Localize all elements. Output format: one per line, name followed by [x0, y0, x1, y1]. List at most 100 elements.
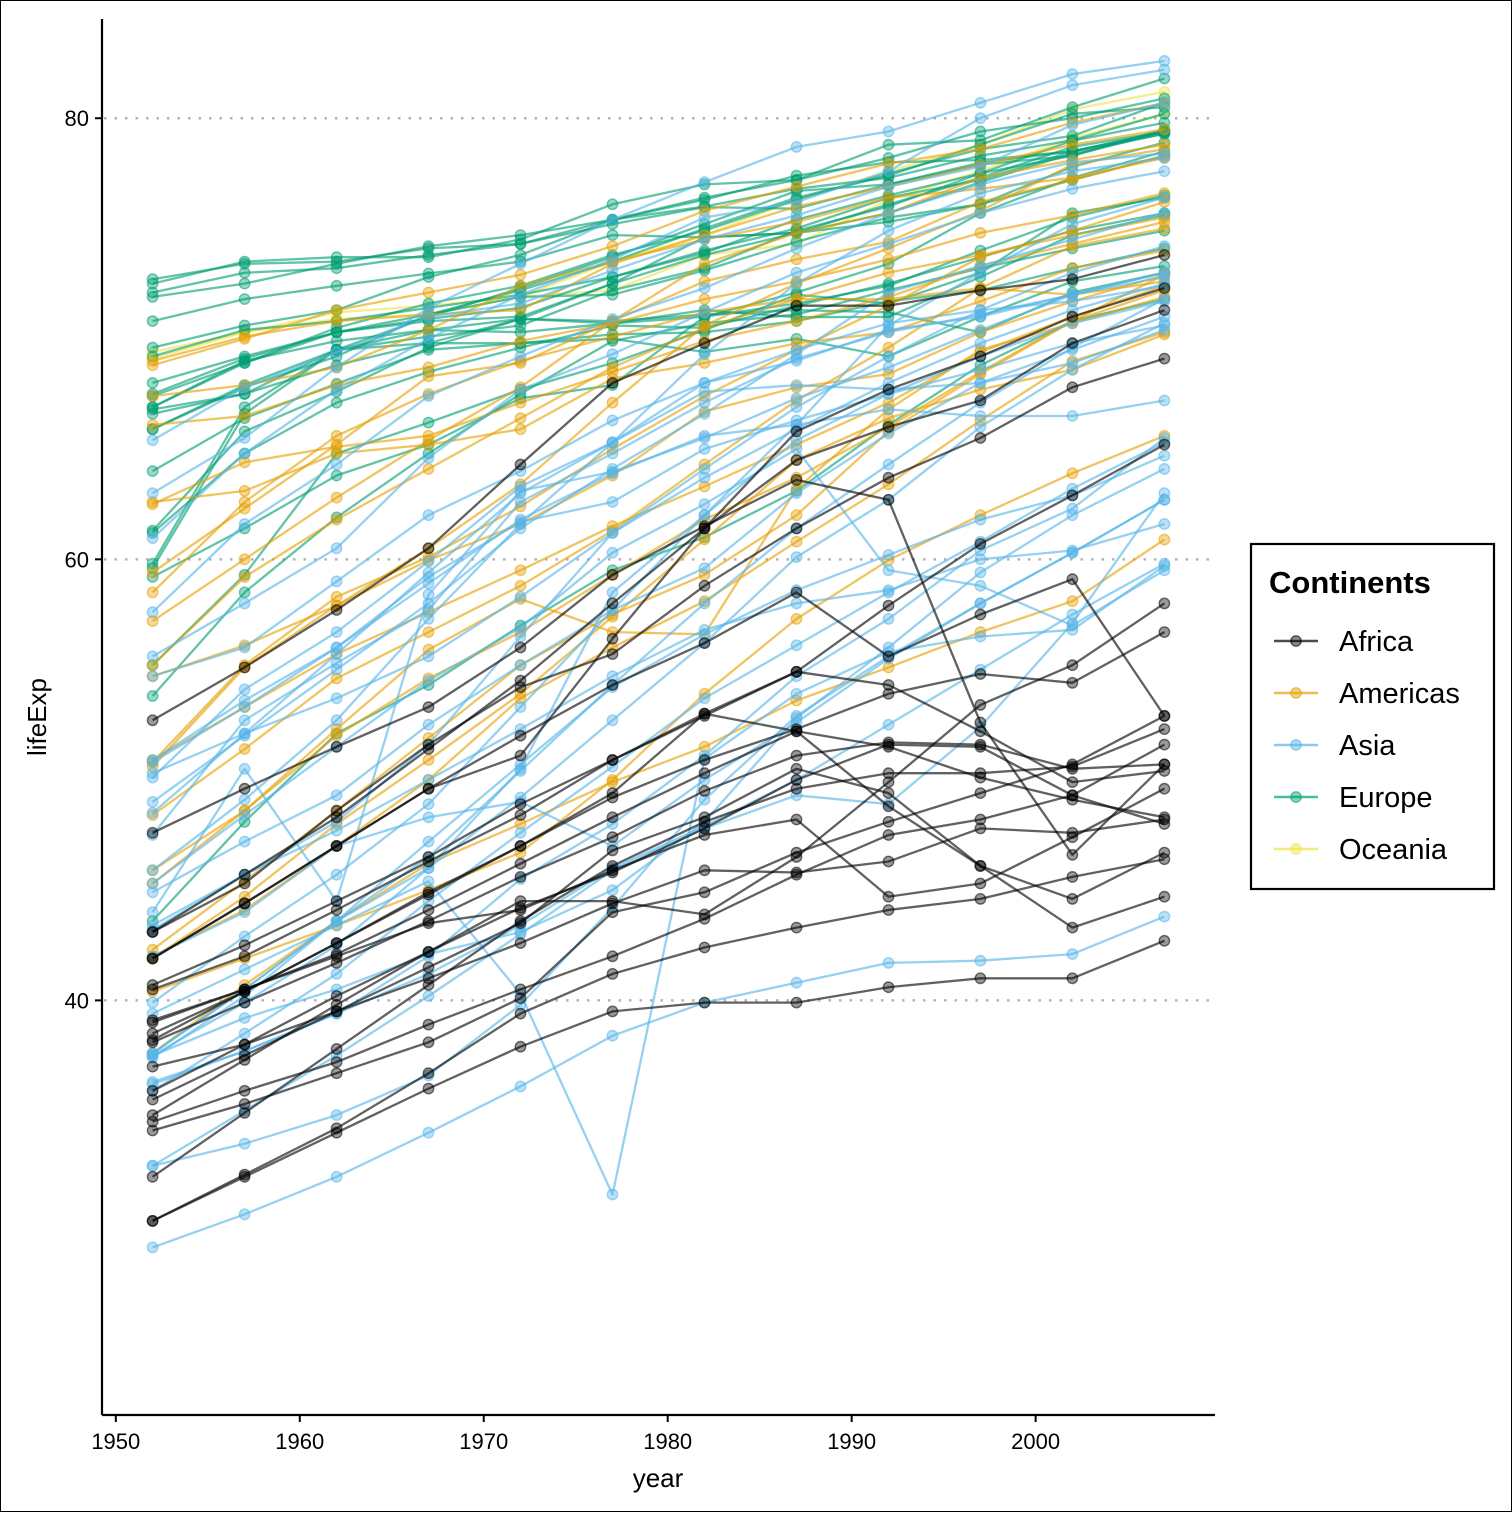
asia-line-10 — [152, 101, 1165, 442]
europe-point — [146, 315, 159, 327]
americas-point — [882, 191, 895, 204]
africa-point — [146, 1115, 159, 1128]
legend: Continents Africa Americas Asia Europe Ocean… — [1249, 542, 1496, 891]
africa-point — [238, 1054, 251, 1066]
africa-point — [422, 904, 435, 916]
asia-point — [882, 165, 895, 178]
asia-point — [974, 630, 987, 643]
asia-point — [330, 789, 343, 802]
africa-point — [974, 716, 987, 729]
americas-point — [422, 361, 435, 374]
europe-point — [514, 312, 527, 325]
africa-point — [238, 1084, 251, 1097]
asia-point — [974, 954, 987, 967]
legend-box — [1249, 542, 1496, 891]
americas-point — [606, 396, 619, 409]
africa-point — [146, 926, 159, 938]
africa-line-13 — [152, 743, 1165, 1117]
africa-point — [882, 383, 895, 396]
africa-point — [974, 394, 987, 407]
africa-point — [1158, 853, 1171, 866]
americas-line-15 — [151, 280, 1165, 594]
africa-point — [238, 897, 251, 910]
asia-point — [1066, 218, 1079, 231]
y-tick-label: 80 — [65, 106, 89, 131]
asia-point — [790, 140, 803, 153]
africa-point — [974, 350, 987, 363]
asia-point — [1066, 182, 1079, 195]
europe-point — [514, 229, 527, 242]
americas-point — [974, 226, 987, 239]
americas-point — [330, 723, 343, 735]
asia-point — [790, 209, 803, 222]
europe-point — [146, 465, 159, 477]
africa-point — [1158, 782, 1171, 795]
americas-point — [790, 315, 803, 327]
asia-point — [790, 597, 803, 610]
africa-line-18 — [152, 714, 1165, 1132]
europe-point — [330, 469, 343, 482]
africa-point — [698, 908, 711, 921]
asia-point — [1158, 63, 1171, 76]
asia-point — [238, 1012, 251, 1024]
asia-line-16 — [151, 156, 1165, 814]
asia-point — [882, 350, 895, 363]
asia-point — [790, 551, 803, 563]
africa-line-1 — [151, 287, 1165, 933]
asia-point — [422, 990, 435, 1002]
africa-point — [790, 762, 803, 775]
asia-point — [698, 396, 711, 409]
africa-point — [974, 860, 987, 872]
americas-point — [882, 412, 895, 425]
legend-key-point — [1290, 635, 1302, 647]
africa-point — [238, 1168, 251, 1181]
asia-point — [238, 597, 251, 610]
africa-point — [330, 948, 343, 960]
asia-point — [790, 266, 803, 279]
africa-point — [514, 641, 527, 654]
asia-point — [1158, 165, 1171, 178]
asia-point — [790, 976, 803, 989]
africa-point — [882, 471, 895, 484]
americas-point — [698, 533, 711, 546]
africa-point — [606, 866, 619, 879]
asia-point — [1158, 147, 1171, 160]
europe-point — [606, 288, 619, 301]
asia-point — [698, 692, 711, 705]
americas-point — [1066, 138, 1079, 151]
europe-line-12 — [152, 128, 1165, 431]
y-tick-label: 60 — [65, 547, 89, 572]
americas-line-20 — [152, 192, 1165, 426]
africa-point — [514, 937, 527, 949]
asia-point — [1066, 357, 1079, 369]
africa-point — [514, 871, 527, 883]
americas-point — [514, 818, 527, 830]
africa-point — [698, 522, 711, 535]
asia-point — [1158, 449, 1171, 462]
africa-point — [882, 890, 895, 903]
asia-point — [882, 324, 895, 336]
americas-point — [514, 423, 527, 436]
africa-point — [514, 895, 527, 907]
asia-line-30 — [152, 275, 1165, 678]
africa-point — [974, 877, 987, 890]
africa-point — [330, 957, 343, 969]
asia-point — [698, 793, 711, 806]
asia-point — [1066, 288, 1079, 301]
africa-point — [146, 1084, 159, 1097]
x-tick-label: 1990 — [827, 1429, 876, 1454]
africa-point — [974, 740, 987, 753]
europe-point — [882, 138, 895, 151]
asia-point — [882, 207, 895, 220]
asia-line-20 — [152, 522, 1165, 927]
africa-line-16 — [152, 743, 1165, 1123]
asia-point — [330, 663, 343, 676]
asia-point — [1158, 96, 1171, 109]
africa-point — [882, 687, 895, 700]
africa-point — [238, 868, 251, 881]
americas-point — [606, 330, 619, 343]
africa-point — [698, 707, 711, 720]
asia-point — [330, 692, 343, 705]
africa-point — [422, 1082, 435, 1095]
europe-point — [238, 357, 251, 369]
